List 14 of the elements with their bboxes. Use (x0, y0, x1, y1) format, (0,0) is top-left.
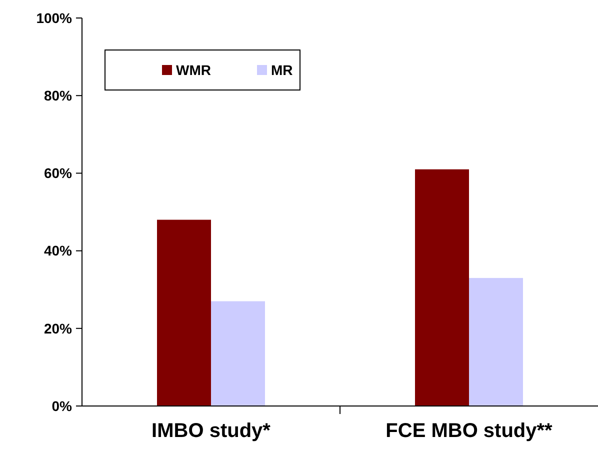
bar (157, 220, 211, 406)
y-tick-label: 0% (52, 398, 73, 414)
y-tick-label: 100% (36, 10, 73, 26)
legend-label: MR (271, 62, 293, 78)
bar (415, 169, 469, 406)
y-tick-label: 20% (44, 320, 73, 336)
y-tick-label: 80% (44, 88, 73, 104)
legend-label: WMR (176, 62, 211, 78)
bar (211, 301, 265, 406)
y-tick-label: 60% (44, 165, 73, 182)
x-tick-label: FCE MBO study** (386, 420, 553, 442)
bar (469, 278, 523, 406)
y-tick-label: 40% (44, 242, 73, 259)
x-tick-label: IMBO study* (152, 420, 271, 442)
